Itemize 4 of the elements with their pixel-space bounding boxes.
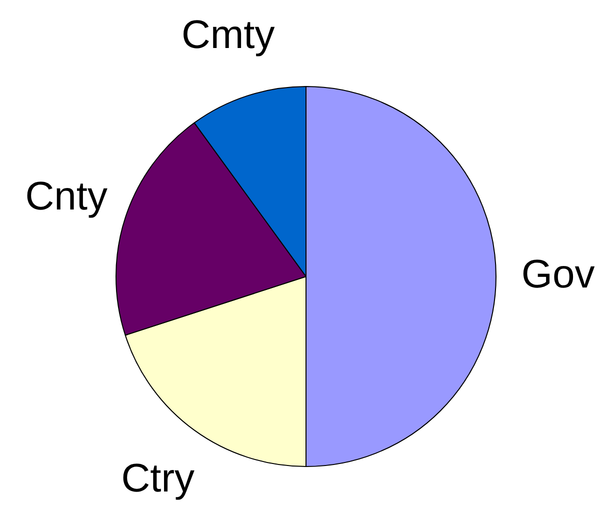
slice-label: Gov xyxy=(521,252,595,297)
slice-label: Cmty xyxy=(181,12,275,57)
slice-label: Ctry xyxy=(121,456,195,500)
slice-label: Cnty xyxy=(25,174,108,219)
